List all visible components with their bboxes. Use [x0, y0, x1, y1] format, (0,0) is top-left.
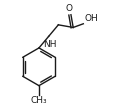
Text: OH: OH [84, 14, 98, 23]
Text: CH₃: CH₃ [31, 96, 47, 105]
Text: NH: NH [43, 40, 57, 49]
Text: O: O [66, 4, 73, 13]
